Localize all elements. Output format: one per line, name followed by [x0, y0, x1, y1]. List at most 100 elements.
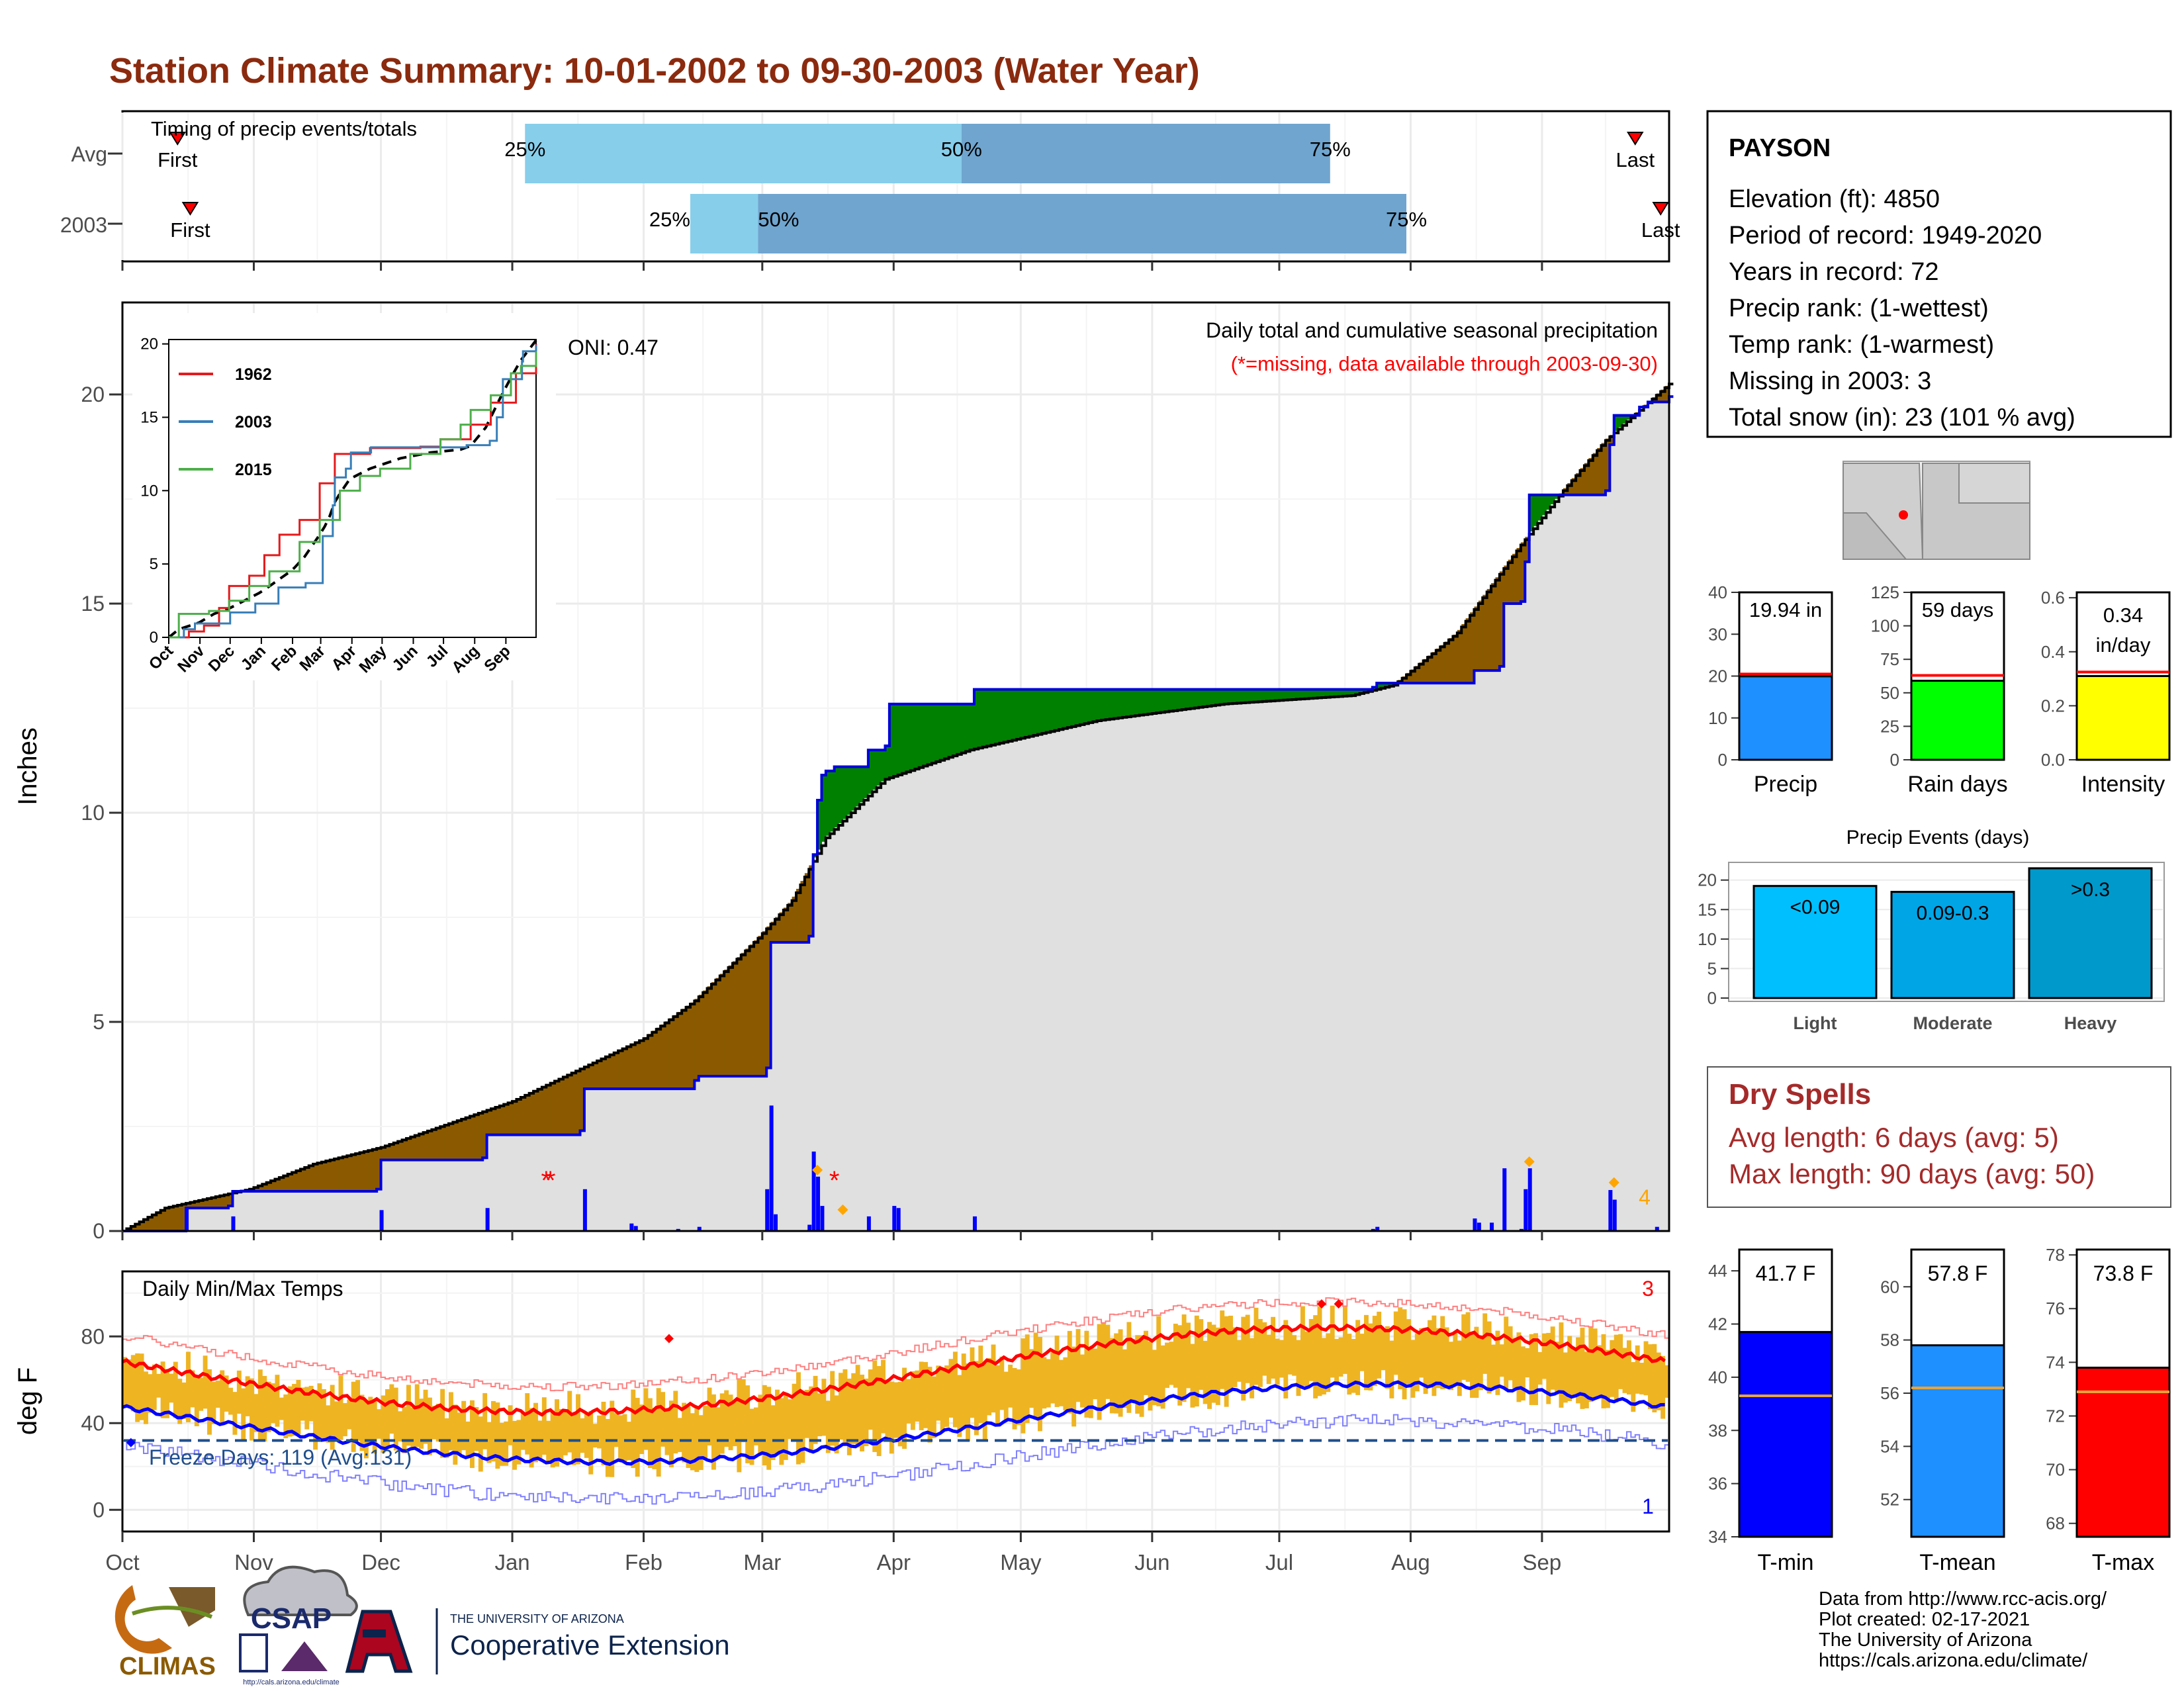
- daily-precip-bar: [811, 1151, 816, 1231]
- climas-logo-text: CLIMAS: [119, 1653, 216, 1680]
- below-average-band: [559, 1077, 564, 1135]
- below-average-band: [584, 1066, 589, 1089]
- daily-temp-bar: [588, 1410, 594, 1475]
- daily-temp-bar: [601, 1401, 606, 1465]
- daily-temp-bar: [987, 1358, 992, 1416]
- daily-temp-bar: [1605, 1349, 1610, 1408]
- temp-bar-value-T-max: 73.8 F: [2093, 1261, 2154, 1285]
- events-ytick-label: 0: [1707, 988, 1717, 1008]
- below-average-band: [423, 1132, 428, 1160]
- below-average-band: [1588, 458, 1594, 495]
- month-label-Mar: Mar: [743, 1550, 781, 1575]
- daily-temp-bar: [1207, 1322, 1212, 1409]
- below-average-band: [478, 1112, 483, 1160]
- above-average-band: [821, 775, 827, 842]
- daily-temp-bar: [991, 1344, 996, 1413]
- daily-temp-bar: [961, 1353, 966, 1430]
- daily-temp-bar: [1512, 1338, 1518, 1389]
- daily-temp-bar: [1173, 1324, 1178, 1388]
- station-info-line: Missing in 2003: 3: [1729, 367, 1931, 395]
- small-bar-value-Precip: 19.94 in: [1749, 598, 1822, 621]
- daily-temp-bar: [703, 1406, 708, 1459]
- daily-precip-bar: [379, 1210, 384, 1231]
- below-average-band: [588, 1064, 594, 1089]
- daily-temp-bar: [1313, 1315, 1318, 1398]
- daily-temp-bar: [1440, 1316, 1445, 1389]
- precip-ytick-label: 20: [81, 383, 105, 406]
- above-average-band: [982, 689, 987, 747]
- above-average-band: [1292, 689, 1297, 700]
- above-average-band: [1622, 415, 1627, 424]
- daily-temp-bar: [1156, 1316, 1161, 1406]
- daily-temp-bar: [719, 1393, 725, 1454]
- above-average-band: [927, 704, 933, 764]
- above-average-band: [825, 770, 831, 836]
- daily-temp-bar: [1626, 1340, 1631, 1395]
- below-average-band: [1597, 447, 1602, 495]
- below-average-band: [1410, 669, 1416, 684]
- below-average-band: [152, 1213, 157, 1231]
- daily-temp-bar: [1063, 1357, 1068, 1411]
- daily-temp-bar: [516, 1420, 522, 1465]
- above-average-band: [1139, 689, 1144, 715]
- below-average-band: [804, 873, 809, 942]
- daily-temp-bar: [1601, 1334, 1606, 1408]
- daily-temp-bar: [283, 1394, 289, 1439]
- below-average-band: [508, 1102, 513, 1135]
- above-average-band: [1313, 689, 1318, 698]
- below-average-band: [643, 1036, 649, 1089]
- above-average-band: [991, 689, 996, 745]
- below-average-band: [576, 1070, 581, 1135]
- daily-temp-bar: [1474, 1326, 1479, 1398]
- small-bar-ytick-label: 40: [1708, 582, 1727, 602]
- above-average-band: [1063, 689, 1068, 729]
- daily-precip-bar: [807, 1224, 812, 1231]
- daily-temp-bar: [173, 1361, 178, 1418]
- daily-temp-bar: [1152, 1349, 1157, 1406]
- daily-temp-bar: [940, 1368, 945, 1432]
- daily-temp-bar: [1245, 1314, 1250, 1383]
- below-average-band: [601, 1058, 606, 1089]
- below-average-band: [541, 1086, 547, 1135]
- temp-record-marker: [126, 1438, 136, 1447]
- below-average-band: [567, 1074, 572, 1135]
- below-average-band: [1449, 638, 1454, 684]
- daily-temp-bar: [1550, 1326, 1555, 1390]
- above-average-band: [1266, 689, 1271, 702]
- csap-logo: CSAP http://cals.arizona.edu/climate: [239, 1565, 358, 1686]
- temp-bar-ytick-label: 34: [1708, 1527, 1727, 1547]
- daily-temp-bar: [385, 1389, 390, 1447]
- inset-ytick-label: 10: [140, 482, 158, 500]
- above-average-band: [1334, 689, 1340, 697]
- daily-temp-bar: [1122, 1349, 1127, 1408]
- daily-temp-bar: [635, 1398, 640, 1477]
- below-average-band: [800, 881, 805, 942]
- daily-temp-bar: [779, 1398, 784, 1465]
- timing-2003-p75-label: 75%: [1386, 208, 1427, 231]
- above-average-band: [910, 704, 915, 770]
- daily-temp-bar: [359, 1394, 365, 1451]
- above-average-band: [1046, 689, 1051, 732]
- below-average-band: [228, 1193, 234, 1207]
- daily-temp-bar: [825, 1400, 831, 1453]
- daily-temp-bar: [1351, 1339, 1356, 1393]
- figure-title: Station Climate Summary: 10-01-2002 to 0…: [109, 51, 1200, 91]
- daily-temp-bar: [872, 1360, 878, 1452]
- daily-temp-bar: [576, 1394, 580, 1465]
- below-average-band: [491, 1108, 496, 1135]
- daily-temp-bar: [228, 1387, 233, 1415]
- daily-temp-bar: [321, 1389, 326, 1440]
- daily-precip-bar: [582, 1189, 587, 1231]
- temp-record-marker: [1334, 1299, 1343, 1309]
- above-average-band: [893, 704, 899, 776]
- events-title: Precip Events (days): [1846, 827, 2030, 848]
- daily-temp-bar: [308, 1385, 314, 1422]
- daily-temp-bar: [474, 1406, 479, 1451]
- above-average-band: [1304, 689, 1310, 699]
- daily-temp-bar: [1449, 1342, 1453, 1391]
- daily-temp-bar: [211, 1381, 216, 1424]
- daily-precip-bar: [896, 1208, 901, 1231]
- below-average-band: [732, 961, 737, 1077]
- below-average-band: [177, 1205, 183, 1231]
- event-bar-Heavy: [2028, 867, 2153, 999]
